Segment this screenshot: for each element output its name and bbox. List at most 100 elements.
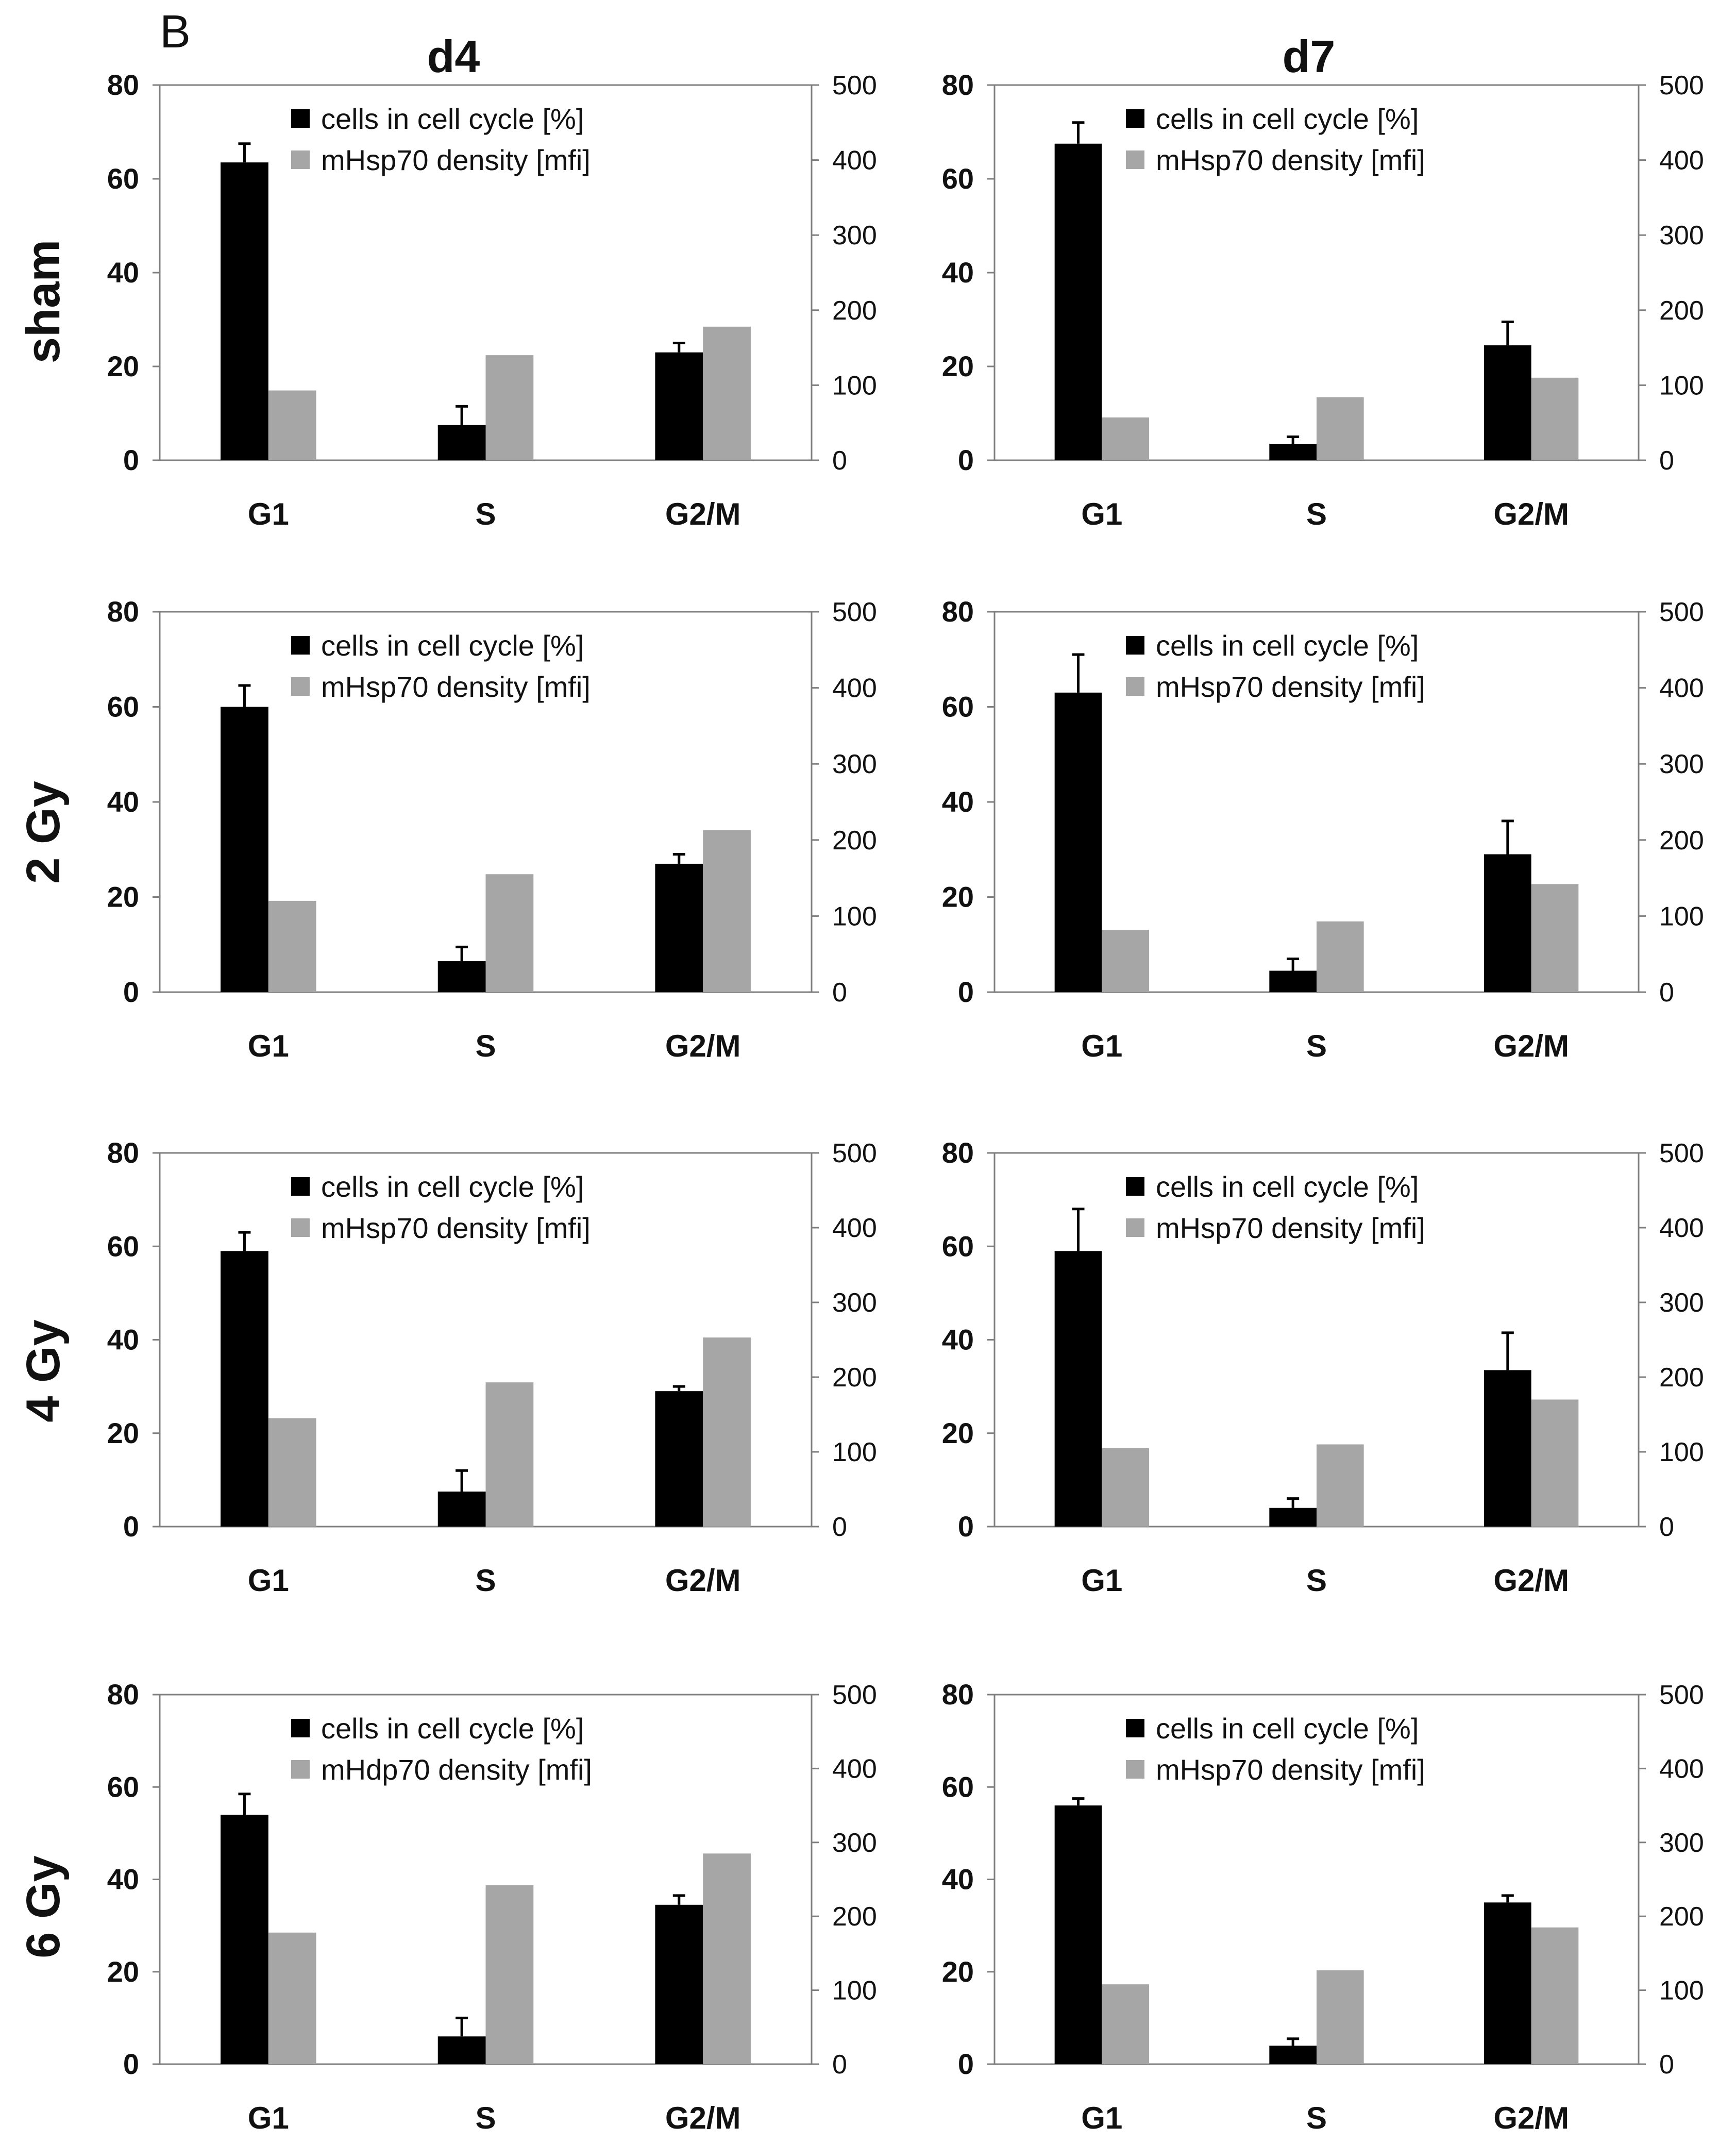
right-tick-label: 0	[1659, 2050, 1674, 2080]
bar-cells-in-cycle	[437, 2036, 486, 2064]
legend-label-cells: cells in cell cycle [%]	[321, 1170, 584, 1203]
right-tick-label: 300	[832, 749, 877, 779]
left-tick-label: 0	[123, 2048, 139, 2080]
left-tick-label: 0	[123, 444, 139, 476]
right-tick-label: 200	[832, 296, 877, 326]
right-tick-label: 500	[832, 1680, 877, 1710]
bar-mhsp70-density	[1317, 921, 1364, 992]
bar-cells-in-cycle	[1484, 345, 1531, 460]
right-tick-label: 0	[832, 1512, 847, 1542]
left-tick-label: 80	[107, 1136, 139, 1169]
right-tick-label: 100	[1659, 371, 1704, 400]
right-tick-label: 500	[832, 597, 877, 627]
bar-mhsp70-density	[1317, 1970, 1364, 2064]
category-label: G2/M	[665, 1029, 741, 1063]
right-tick-label: 300	[832, 1288, 877, 1318]
right-tick-label: 100	[832, 1976, 877, 2006]
legend-swatch-mhsp70	[291, 150, 310, 169]
category-label: S	[475, 497, 496, 531]
right-tick-label: 200	[1659, 296, 1704, 326]
right-tick-label: 400	[1659, 1213, 1704, 1243]
bar-cells-in-cycle	[1054, 692, 1102, 992]
bar-cells-in-cycle	[655, 1904, 703, 2064]
bar-cells-in-cycle	[655, 352, 703, 460]
bar-cells-in-cycle	[221, 1251, 268, 1527]
right-tick-label: 500	[1659, 1680, 1704, 1710]
legend-swatch-cells	[1126, 1719, 1144, 1737]
legend-label-mhsp70: mHsp70 density [mfi]	[1156, 1753, 1425, 1786]
right-tick-label: 0	[1659, 446, 1674, 476]
bar-cells-in-cycle	[221, 1815, 268, 2064]
legend-label-mhsp70: mHsp70 density [mfi]	[321, 1212, 591, 1244]
left-tick-label: 40	[942, 256, 974, 289]
category-label: G1	[1081, 497, 1122, 531]
left-tick-label: 80	[942, 69, 974, 101]
right-tick-label: 300	[1659, 1828, 1704, 1858]
left-tick-label: 20	[942, 1955, 974, 1988]
bar-mhsp70-density	[268, 1418, 316, 1527]
legend-swatch-cells	[1126, 109, 1144, 128]
chart-panel: 0 20 40 60 80 0 100 200 300 400 500 G1 S G2/M cells in…	[942, 69, 1704, 531]
right-tick-label: 100	[1659, 1437, 1704, 1467]
left-tick-label: 60	[942, 162, 974, 195]
right-tick-label: 400	[1659, 146, 1704, 176]
chart-panel: 0 20 40 60 80 0 100 200 300 400 500 G1 S G2/M cells in…	[942, 1136, 1704, 1598]
bar-mhsp70-density	[1102, 417, 1149, 460]
legend-label-mhsp70: mHsp70 density [mfi]	[1156, 144, 1425, 176]
right-tick-label: 500	[1659, 1139, 1704, 1168]
bar-cells-in-cycle	[221, 162, 268, 460]
legend-label-cells: cells in cell cycle [%]	[1156, 1170, 1419, 1203]
bar-cells-in-cycle	[437, 425, 486, 460]
bar-mhsp70-density	[268, 1932, 316, 2064]
left-tick-label: 20	[942, 881, 974, 913]
left-tick-label: 60	[942, 1770, 974, 1803]
category-label: G2/M	[1493, 497, 1569, 531]
left-tick-label: 0	[958, 2048, 974, 2080]
bar-cells-in-cycle	[1054, 1251, 1102, 1527]
legend-label-mhsp70: mHdp70 density [mfi]	[321, 1753, 592, 1786]
left-tick-label: 20	[107, 350, 139, 382]
bar-mhsp70-density	[703, 830, 751, 992]
legend-swatch-mhsp70	[1126, 1760, 1144, 1779]
legend-swatch-cells	[291, 636, 310, 655]
left-tick-label: 80	[942, 1136, 974, 1169]
category-label: G1	[1081, 1029, 1122, 1063]
left-tick-label: 40	[107, 1324, 139, 1356]
bar-mhsp70-density	[1317, 1444, 1364, 1527]
legend-swatch-mhsp70	[291, 1218, 310, 1237]
right-tick-label: 200	[832, 826, 877, 856]
left-tick-label: 60	[942, 1230, 974, 1262]
left-tick-label: 80	[942, 595, 974, 628]
left-tick-label: 20	[942, 350, 974, 382]
chart-panel: 0 20 40 60 80 0 100 200 300 400 500 G1 S G2/M cells in…	[107, 69, 877, 531]
bar-cells-in-cycle	[221, 707, 268, 992]
right-tick-label: 300	[832, 1828, 877, 1858]
left-tick-label: 40	[107, 1863, 139, 1896]
category-label: G2/M	[665, 497, 741, 531]
category-label: G1	[248, 497, 289, 531]
category-label: G1	[248, 2101, 289, 2135]
legend-swatch-mhsp70	[291, 1760, 310, 1779]
bar-cells-in-cycle	[1484, 1370, 1531, 1527]
legend-label-mhsp70: mHsp70 density [mfi]	[1156, 671, 1425, 703]
left-tick-label: 60	[107, 1230, 139, 1262]
chart-panel: 0 20 40 60 80 0 100 200 300 400 500 G1 S G2/M cells in…	[942, 1678, 1704, 2135]
left-tick-label: 0	[958, 444, 974, 476]
right-tick-label: 0	[1659, 1512, 1674, 1542]
right-tick-label: 100	[1659, 1976, 1704, 2006]
category-label: G2/M	[1493, 1029, 1569, 1063]
left-tick-label: 80	[107, 1678, 139, 1711]
left-tick-label: 0	[958, 1510, 974, 1543]
right-tick-label: 0	[1659, 978, 1674, 1008]
legend-label-mhsp70: mHsp70 density [mfi]	[321, 144, 591, 176]
left-tick-label: 60	[107, 162, 139, 195]
category-label: G1	[1081, 2101, 1122, 2135]
bar-cells-in-cycle	[655, 1391, 703, 1527]
category-label: G2/M	[665, 2101, 741, 2135]
legend-swatch-cells	[1126, 1177, 1144, 1196]
right-tick-label: 400	[832, 1213, 877, 1243]
right-tick-label: 100	[832, 371, 877, 400]
legend-label-cells: cells in cell cycle [%]	[1156, 1712, 1419, 1745]
bar-mhsp70-density	[268, 900, 316, 992]
